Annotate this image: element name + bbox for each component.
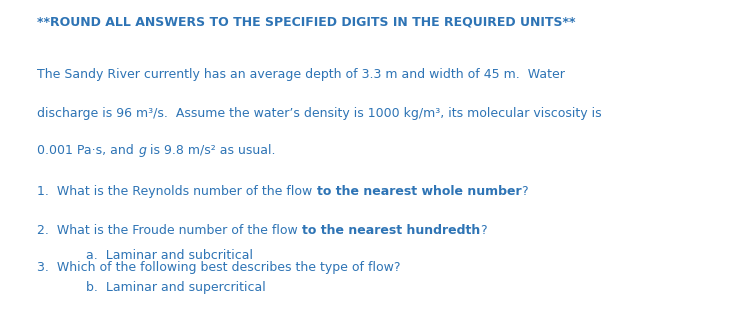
Text: to the nearest whole number: to the nearest whole number xyxy=(316,185,521,198)
Text: g: g xyxy=(138,144,146,157)
Text: ?: ? xyxy=(480,224,487,237)
Text: ?: ? xyxy=(521,185,528,198)
Text: a.  Laminar and subcritical: a. Laminar and subcritical xyxy=(86,249,253,262)
Text: **ROUND ALL ANSWERS TO THE SPECIFIED DIGITS IN THE REQUIRED UNITS**: **ROUND ALL ANSWERS TO THE SPECIFIED DIG… xyxy=(37,15,576,28)
Text: discharge is 96 m³/s.  Assume the water’s density is 1000 kg/m³, its molecular v: discharge is 96 m³/s. Assume the water’s… xyxy=(37,107,602,120)
Text: to the nearest hundredth: to the nearest hundredth xyxy=(302,224,480,237)
Text: 3.  Which of the following best describes the type of flow?: 3. Which of the following best describes… xyxy=(37,261,401,274)
Text: 0.001 Pa·s, and: 0.001 Pa·s, and xyxy=(37,144,138,157)
Text: b.  Laminar and supercritical: b. Laminar and supercritical xyxy=(86,281,266,294)
Text: 2.  What is the Froude number of the flow: 2. What is the Froude number of the flow xyxy=(37,224,302,237)
Text: The Sandy River currently has an average depth of 3.3 m and width of 45 m.  Wate: The Sandy River currently has an average… xyxy=(37,68,565,81)
Text: 1.  What is the Reynolds number of the flow: 1. What is the Reynolds number of the fl… xyxy=(37,185,316,198)
Text: is 9.8 m/s² as usual.: is 9.8 m/s² as usual. xyxy=(146,144,275,157)
